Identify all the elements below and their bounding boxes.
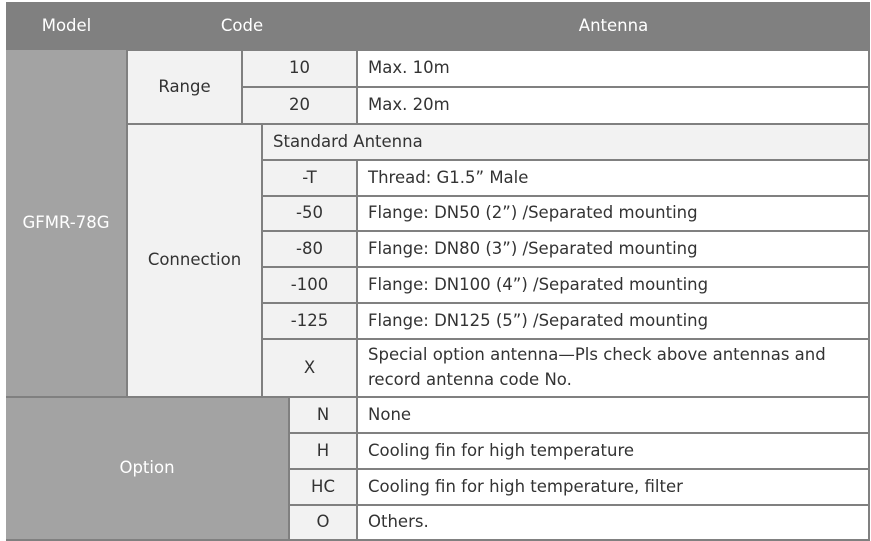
option-desc: None <box>358 398 868 432</box>
header-code: Code <box>127 2 357 50</box>
option-code: O <box>290 506 356 539</box>
connection-desc: Flange: DN100 (4”) /Separated mounting <box>358 268 868 302</box>
connection-desc: Thread: G1.5” Male <box>358 161 868 195</box>
connection-code: X <box>263 340 356 396</box>
connection-code: -80 <box>263 232 356 266</box>
option-desc: Others. <box>358 506 868 539</box>
header-model: Model <box>6 2 127 50</box>
option-label: Option <box>6 398 288 539</box>
range-desc: Max. 10m <box>358 51 868 86</box>
connection-label: Connection <box>128 125 261 396</box>
option-code: H <box>290 434 356 468</box>
connection-desc: Special option antenna—Pls check above a… <box>358 340 868 396</box>
model-code-table: Model Code Antenna GFMR-78G Range 10 Max… <box>6 2 870 541</box>
connection-desc: Flange: DN80 (3”) /Separated mounting <box>358 232 868 266</box>
range-code: 10 <box>243 51 356 86</box>
connection-code: -100 <box>263 268 356 302</box>
range-code: 20 <box>243 88 356 123</box>
option-desc: Cooling fin for high temperature, filter <box>358 470 868 504</box>
option-code: N <box>290 398 356 432</box>
range-desc: Max. 20m <box>358 88 868 123</box>
model-cell: GFMR-78G <box>6 50 126 396</box>
standard-antenna-subheader: Standard Antenna <box>263 125 868 159</box>
header-antenna: Antenna <box>357 2 870 50</box>
option-desc: Cooling fin for high temperature <box>358 434 868 468</box>
connection-code: -T <box>263 161 356 195</box>
range-label: Range <box>128 51 241 123</box>
connection-desc: Flange: DN125 (5”) /Separated mounting <box>358 304 868 338</box>
option-code: HC <box>290 470 356 504</box>
connection-code: -125 <box>263 304 356 338</box>
connection-desc: Flange: DN50 (2”) /Separated mounting <box>358 197 868 230</box>
connection-code: -50 <box>263 197 356 230</box>
